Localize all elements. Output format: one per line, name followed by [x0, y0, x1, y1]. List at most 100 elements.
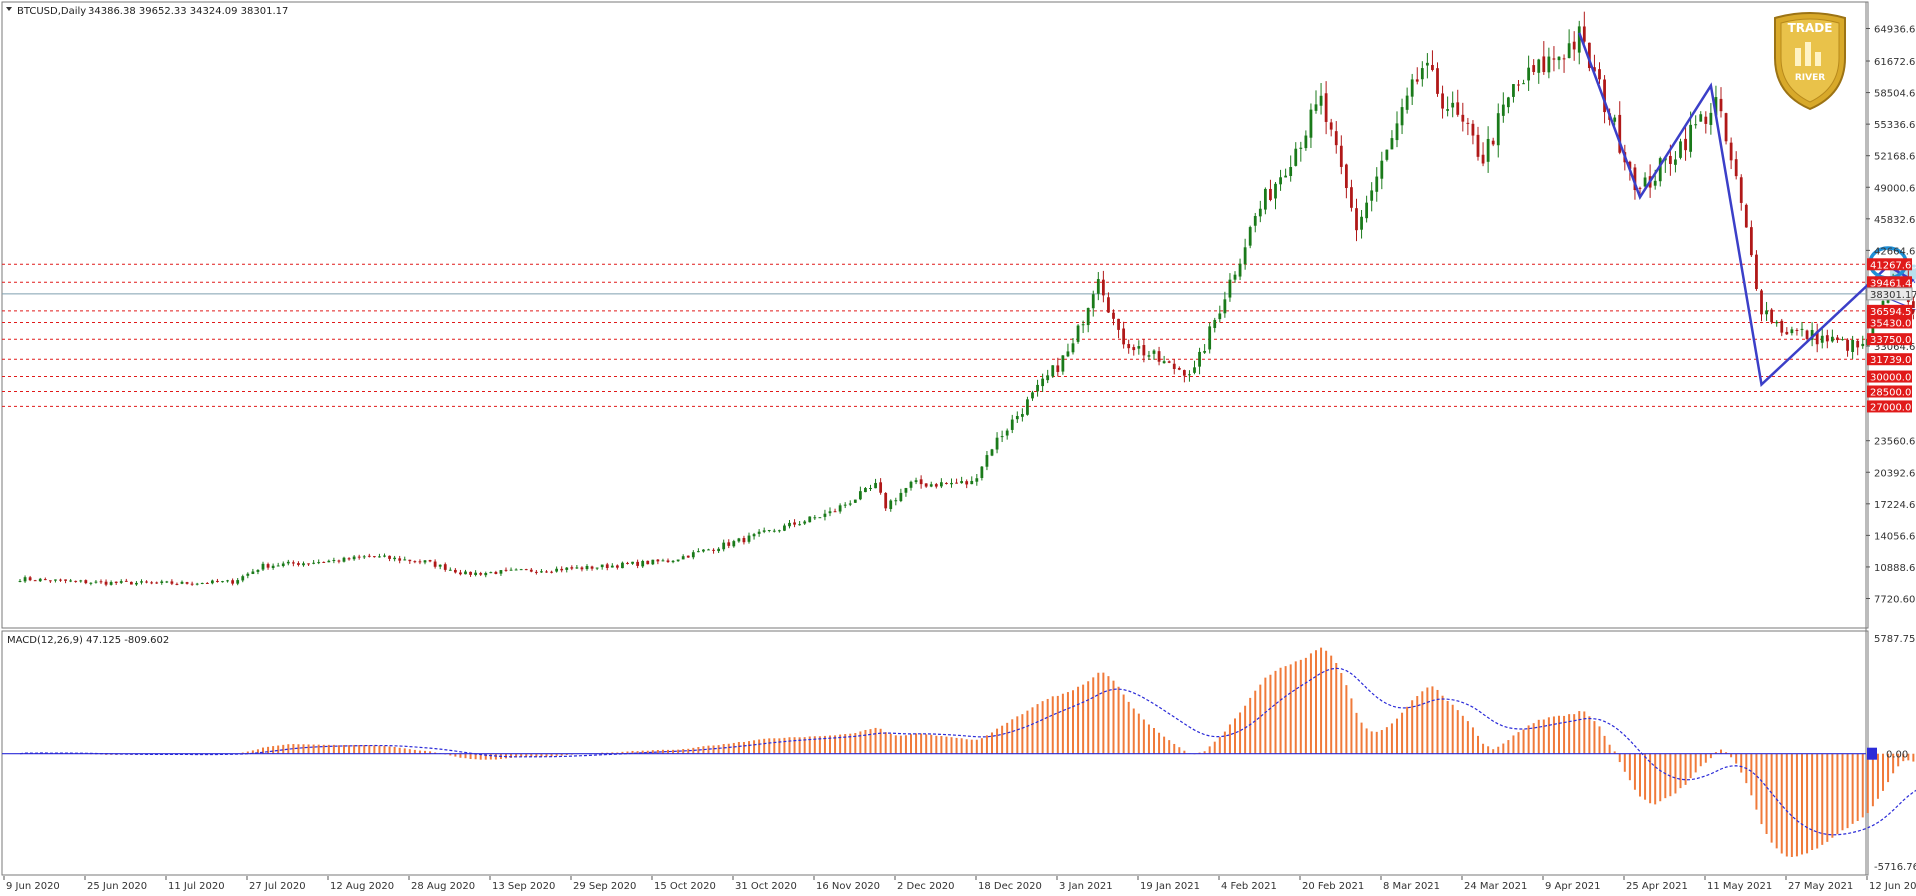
candle-body [1172, 363, 1176, 370]
candle [1719, 87, 1723, 118]
candle-body [43, 579, 47, 581]
candle [1400, 98, 1404, 135]
candle-body [312, 562, 316, 564]
candle [737, 537, 741, 543]
candle [1365, 195, 1369, 223]
date-tick-label: 16 Nov 2020 [816, 881, 880, 892]
candle [691, 550, 695, 560]
macd-indicator [2, 647, 1916, 858]
candle [767, 529, 771, 533]
candle-body [1638, 187, 1642, 189]
candle-body [1542, 56, 1546, 73]
candle [651, 559, 655, 566]
candle-body [676, 559, 680, 562]
candle-body [180, 581, 184, 584]
candle [1491, 137, 1495, 147]
candle [955, 478, 958, 484]
candle [939, 478, 943, 489]
candle-body [1790, 329, 1794, 334]
candle [1304, 130, 1308, 151]
level-label-bg [1867, 333, 1912, 346]
candle [1410, 73, 1414, 106]
candle-body [1188, 374, 1191, 376]
candle-body [1527, 67, 1531, 81]
candle [1122, 321, 1126, 349]
candle-body [1238, 263, 1242, 277]
candle-body [1704, 116, 1708, 124]
candle [585, 564, 589, 571]
candle [874, 478, 877, 489]
chart-header: BTCUSD,Daily 34386.38 39652.33 34324.09 … [6, 6, 288, 17]
candle [1861, 335, 1865, 349]
candle [605, 562, 609, 571]
price-axis[interactable]: 64936.60 61672.60 58504.60 55336.60 52168.60… [1866, 25, 1916, 606]
candle [1552, 46, 1556, 72]
candle [474, 570, 478, 577]
candle-body [352, 556, 356, 560]
candle-body [560, 568, 564, 571]
candle [286, 559, 290, 566]
candle-body [1061, 355, 1065, 372]
candle-body [555, 568, 559, 572]
date-tick-label: 31 Oct 2020 [735, 881, 797, 892]
candle [909, 480, 913, 491]
candle-body [388, 555, 391, 559]
candle-body [610, 565, 614, 568]
candle-body [540, 571, 543, 573]
candle-body [889, 500, 893, 510]
candle-body [945, 482, 948, 484]
candle [1223, 291, 1227, 318]
candle [312, 560, 316, 565]
candle [438, 564, 442, 570]
candle-body [1015, 415, 1019, 420]
candle-body [985, 455, 989, 467]
candle [626, 561, 629, 565]
candle-body [89, 582, 93, 584]
candle [519, 568, 523, 571]
symbol-label: BTCUSD,Daily [17, 6, 86, 17]
candle [1248, 225, 1252, 249]
candle-body [788, 522, 791, 527]
candle-body [600, 564, 604, 568]
candle [514, 568, 518, 571]
candle [317, 559, 321, 565]
candle-body [1451, 102, 1455, 108]
candle [256, 569, 260, 575]
candle [408, 559, 412, 564]
candle-body [1020, 414, 1024, 417]
candle [1436, 62, 1439, 97]
candle [742, 535, 746, 545]
candle-body [1441, 93, 1444, 109]
horizontal-levels[interactable] [2, 263, 1866, 407]
date-tick-label: 15 Oct 2020 [654, 881, 716, 892]
candle-body [74, 580, 78, 582]
candle-body [484, 573, 488, 576]
candle [1162, 355, 1166, 364]
candle [109, 580, 113, 586]
candle-body [899, 492, 903, 502]
candle [464, 569, 467, 575]
candle-body [1446, 109, 1450, 111]
candle-body [59, 579, 62, 581]
candle [1132, 344, 1136, 356]
trade-river-logo: TRADE RIVER [1774, 12, 1846, 111]
price-tick-label: 64936.60 [1874, 25, 1916, 36]
date-axis[interactable]: 9 Jun 2020 25 Jun 2020 11 Jul 2020 27 Jul 2… [3, 876, 1916, 892]
candle [1324, 81, 1328, 135]
date-tick-label: 12 Aug 2020 [330, 881, 394, 892]
candle [307, 563, 310, 566]
candle-body [757, 531, 761, 534]
candle-body [975, 478, 979, 482]
collapse-arrow-icon[interactable] [6, 7, 12, 11]
candle-body [1674, 159, 1677, 165]
candle [1694, 115, 1698, 129]
candle [600, 564, 604, 570]
candle [494, 570, 498, 575]
candle [884, 492, 888, 512]
candle [828, 507, 832, 517]
logo-text-top: TRADE [1788, 21, 1833, 35]
candle [210, 579, 214, 585]
candle [1425, 53, 1429, 79]
zigzag-pattern-line[interactable] [1578, 32, 1916, 388]
